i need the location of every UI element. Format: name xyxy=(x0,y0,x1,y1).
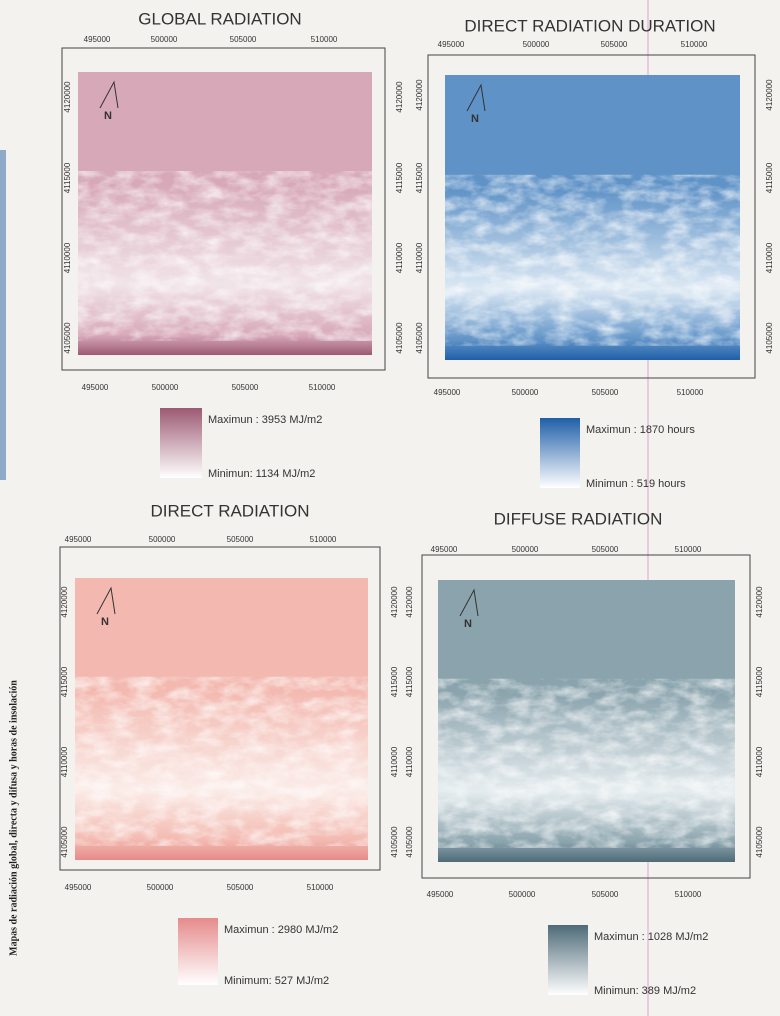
scan-edge xyxy=(0,150,6,480)
y-tick-label: 4115000 xyxy=(415,162,424,193)
terrain-texture xyxy=(445,175,740,346)
y-tick-label: 4120000 xyxy=(60,586,69,618)
legend-swatch xyxy=(548,925,588,995)
x-tick-label: 500000 xyxy=(523,40,550,49)
y-tick-label: 4115000 xyxy=(765,162,774,193)
y-tick-label: 4120000 xyxy=(390,586,399,618)
x-tick-label: 500000 xyxy=(152,383,179,392)
y-tick-label: 4110000 xyxy=(60,746,69,777)
y-tick-label: 4115000 xyxy=(395,162,404,193)
north-label: N xyxy=(101,616,109,628)
legend-min: Minimum: 527 MJ/m2 xyxy=(224,975,329,987)
legend-swatch xyxy=(178,918,218,985)
map-panel: GLOBAL RADIATION N 495000 500000 505000 51000… xyxy=(62,9,404,479)
y-tick-label: 4120000 xyxy=(415,79,424,111)
y-tick-label: 4120000 xyxy=(395,81,404,113)
map-title: GLOBAL RADIATION xyxy=(138,9,301,28)
legend-swatch xyxy=(540,418,580,488)
x-tick-label: 500000 xyxy=(151,35,178,44)
x-tick-label: 505000 xyxy=(592,388,619,397)
x-tick-label: 510000 xyxy=(675,890,702,899)
terrain-texture xyxy=(438,679,735,848)
y-tick-label: 4110000 xyxy=(415,242,424,273)
y-tick-label: 4105000 xyxy=(395,322,404,354)
north-label: N xyxy=(471,113,479,125)
y-tick-label: 4105000 xyxy=(63,322,72,354)
x-tick-label: 495000 xyxy=(438,40,465,49)
terrain-texture xyxy=(75,677,368,846)
x-tick-label: 505000 xyxy=(227,883,254,892)
x-tick-label: 505000 xyxy=(232,383,259,392)
x-tick-label: 495000 xyxy=(427,890,454,899)
terrain-texture xyxy=(78,171,372,341)
x-tick-label: 505000 xyxy=(592,890,619,899)
x-tick-label: 510000 xyxy=(310,535,337,544)
legend-min: Minimun: 389 MJ/m2 xyxy=(594,985,696,997)
x-tick-label: 500000 xyxy=(149,535,176,544)
map-title: DIFFUSE RADIATION xyxy=(494,509,663,528)
map-title: DIRECT RADIATION xyxy=(151,501,310,520)
x-tick-label: 510000 xyxy=(677,388,704,397)
legend-max: Maximun : 3953 MJ/m2 xyxy=(208,414,322,426)
y-tick-label: 4105000 xyxy=(60,826,69,858)
y-tick-label: 4115000 xyxy=(390,666,399,697)
side-caption: Mapas de radiación global, directa y dif… xyxy=(8,680,19,956)
legend-swatch xyxy=(160,408,202,478)
x-tick-label: 495000 xyxy=(82,383,109,392)
y-tick-label: 4110000 xyxy=(395,242,404,273)
x-tick-label: 505000 xyxy=(230,35,257,44)
y-tick-label: 4120000 xyxy=(755,586,764,618)
y-tick-label: 4110000 xyxy=(405,746,414,777)
x-tick-label: 495000 xyxy=(434,388,461,397)
y-tick-label: 4110000 xyxy=(63,242,72,273)
y-tick-label: 4115000 xyxy=(405,666,414,697)
x-tick-label: 510000 xyxy=(311,35,338,44)
legend-min: Minimun : 519 hours xyxy=(586,478,686,490)
north-label: N xyxy=(104,110,112,122)
x-tick-label: 495000 xyxy=(84,35,111,44)
y-tick-label: 4120000 xyxy=(405,586,414,618)
y-tick-label: 4115000 xyxy=(60,666,69,697)
north-label: N xyxy=(464,618,472,630)
x-tick-label: 495000 xyxy=(65,535,92,544)
x-tick-label: 500000 xyxy=(512,388,539,397)
x-tick-label: 505000 xyxy=(227,535,254,544)
map-panel: DIRECT RADIATION DURATION N 495000 500000 50… xyxy=(415,16,774,489)
legend-max: Maximun : 1870 hours xyxy=(586,424,695,436)
document-page: Mapas de radiación global, directa y dif… xyxy=(0,0,780,1016)
x-tick-label: 510000 xyxy=(309,383,336,392)
y-tick-label: 4120000 xyxy=(765,79,774,111)
legend-max: Maximun : 1028 MJ/m2 xyxy=(594,931,708,943)
y-tick-label: 4110000 xyxy=(755,746,764,777)
x-tick-label: 500000 xyxy=(509,890,536,899)
x-tick-label: 495000 xyxy=(431,545,458,554)
map-title: DIRECT RADIATION DURATION xyxy=(464,16,715,35)
x-tick-label: 505000 xyxy=(592,545,619,554)
y-tick-label: 4115000 xyxy=(755,666,764,697)
y-tick-label: 4105000 xyxy=(390,826,399,858)
map-panel: DIFFUSE RADIATION N 495000 500000 505000 5100… xyxy=(405,509,764,996)
map-panel: DIRECT RADIATION N 495000 500000 505000 51000… xyxy=(60,501,399,986)
x-tick-label: 500000 xyxy=(512,545,539,554)
x-tick-label: 510000 xyxy=(681,40,708,49)
y-tick-label: 4105000 xyxy=(415,322,424,354)
y-tick-label: 4105000 xyxy=(405,826,414,858)
y-tick-label: 4105000 xyxy=(755,826,764,858)
y-tick-label: 4110000 xyxy=(390,746,399,777)
x-tick-label: 510000 xyxy=(675,545,702,554)
y-tick-label: 4120000 xyxy=(63,81,72,113)
y-tick-label: 4110000 xyxy=(765,242,774,273)
legend-min: Minimun: 1134 MJ/m2 xyxy=(208,468,315,480)
x-tick-label: 500000 xyxy=(147,883,174,892)
x-tick-label: 505000 xyxy=(601,40,628,49)
x-tick-label: 495000 xyxy=(65,883,92,892)
y-tick-label: 4105000 xyxy=(765,322,774,354)
x-tick-label: 510000 xyxy=(307,883,334,892)
y-tick-label: 4115000 xyxy=(63,162,72,193)
legend-max: Maximun : 2980 MJ/m2 xyxy=(224,924,338,936)
